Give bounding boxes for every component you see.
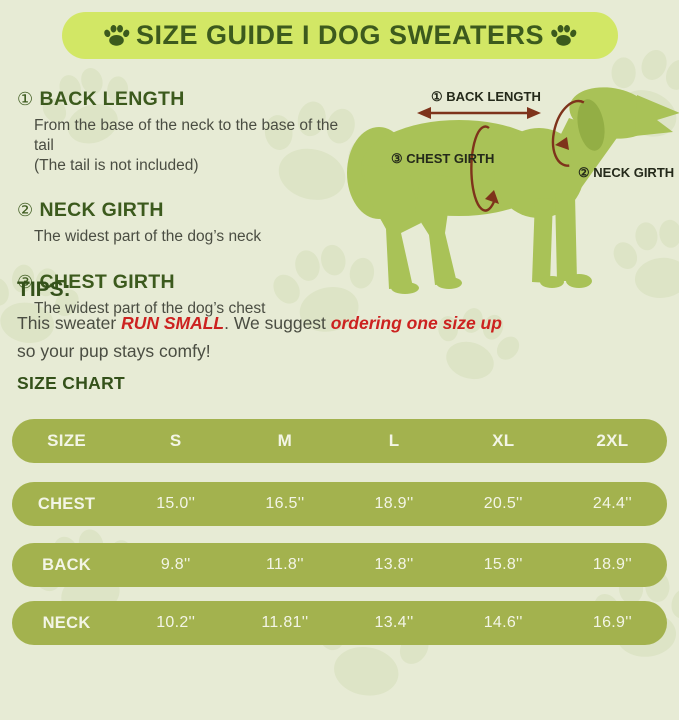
row-label: NECK	[42, 613, 91, 632]
col-header: L	[388, 431, 400, 450]
measurement-desc: From the base of the neck to the base of…	[34, 117, 339, 155]
cell-value: 20.5''	[483, 495, 523, 512]
paw-icon	[550, 24, 578, 46]
col-header: 2XL	[596, 431, 629, 450]
table-row-neck: NECK 10.2'' 11.81'' 13.4'' 14.6'' 16.9''	[12, 601, 667, 645]
measurement-definitions: ① BACK LENGTH From the base of the neck t…	[17, 88, 352, 342]
row-label: CHEST	[37, 494, 96, 513]
paw-icon	[103, 24, 130, 46]
measurement-name: CHEST GIRTH	[39, 270, 175, 293]
cell-value: 16.9''	[592, 614, 632, 631]
measurement-chest-girth: ③ CHEST GIRTH The widest part of the dog’…	[17, 271, 352, 319]
measurement-desc: The widest part of the dog’s neck	[34, 228, 262, 246]
table-row-chest: CHEST 15.0'' 16.5'' 18.9'' 20.5'' 24.4''	[12, 482, 667, 526]
dog-ear	[577, 99, 605, 151]
cell-value: 13.8''	[374, 556, 414, 573]
cell-value: 9.8''	[160, 556, 191, 573]
cell-value: 11.81''	[261, 614, 309, 631]
dog-silhouette: ① BACK LENGTH ③ CHEST GIRTH ② NECK GIRTH	[347, 87, 679, 294]
col-header: S	[169, 431, 182, 450]
tips-section: TIPS: This sweater RUN SMALL. We suggest…	[17, 278, 577, 366]
cell-value: 15.8''	[483, 556, 523, 573]
run-small-highlight: RUN SMALL	[121, 313, 225, 333]
measurement-name: NECK GIRTH	[39, 199, 164, 222]
measurement-desc: (The tail is not included)	[34, 157, 199, 175]
circled-number: ②	[17, 200, 34, 221]
diagram-back-length-label: ① BACK LENGTH	[431, 89, 541, 104]
cell-value: 14.6''	[483, 614, 523, 631]
cell-value: 18.9''	[374, 495, 414, 512]
neck-girth-loop	[551, 99, 585, 167]
cell-value: 24.4''	[592, 495, 632, 512]
measurement-back-length: ① BACK LENGTH From the base of the neck t…	[17, 88, 352, 176]
tips-text: This sweater RUN SMALL. We suggest order…	[17, 313, 502, 362]
cell-value: 10.2''	[156, 614, 196, 631]
measurement-neck-girth: ② NECK GIRTH The widest part of the dog’s…	[17, 199, 352, 247]
circled-number: ③	[17, 271, 34, 292]
page-title: SIZE GUIDE I DOG SWEATERS	[135, 20, 545, 50]
size-chart-heading: SIZE CHART	[17, 373, 125, 393]
row-label: BACK	[42, 555, 92, 574]
table-row-back: BACK 9.8'' 11.8'' 13.8'' 15.8'' 18.9''	[12, 543, 667, 587]
col-header: XL	[492, 431, 515, 450]
chest-girth-loop	[470, 125, 499, 212]
title-banner: SIZE GUIDE I DOG SWEATERS	[62, 12, 618, 59]
col-header: SIZE	[47, 431, 87, 450]
tips-heading: TIPS:	[17, 278, 71, 301]
cell-value: 15.0''	[156, 495, 196, 512]
diagram-neck-girth-label: ② NECK GIRTH	[578, 165, 674, 180]
back-length-arrow	[417, 107, 541, 119]
col-header: M	[277, 431, 293, 450]
size-up-highlight: ordering one size up	[330, 313, 502, 333]
circled-number: ①	[17, 89, 34, 109]
measurement-name: BACK LENGTH	[39, 88, 185, 110]
cell-value: 11.8''	[265, 556, 304, 573]
cell-value: 13.4''	[374, 614, 414, 631]
diagram-chest-girth-label: ③ CHEST GIRTH	[391, 151, 494, 166]
size-chart-header-row: SIZE S M L XL 2XL	[12, 419, 667, 463]
measurement-desc: The widest part of the dog’s chest	[34, 299, 266, 317]
cell-value: 18.9''	[592, 556, 632, 573]
cell-value: 16.5''	[265, 495, 305, 512]
dog-measurement-diagram: ① BACK LENGTH ③ CHEST GIRTH ② NECK GIRTH	[339, 73, 679, 310]
